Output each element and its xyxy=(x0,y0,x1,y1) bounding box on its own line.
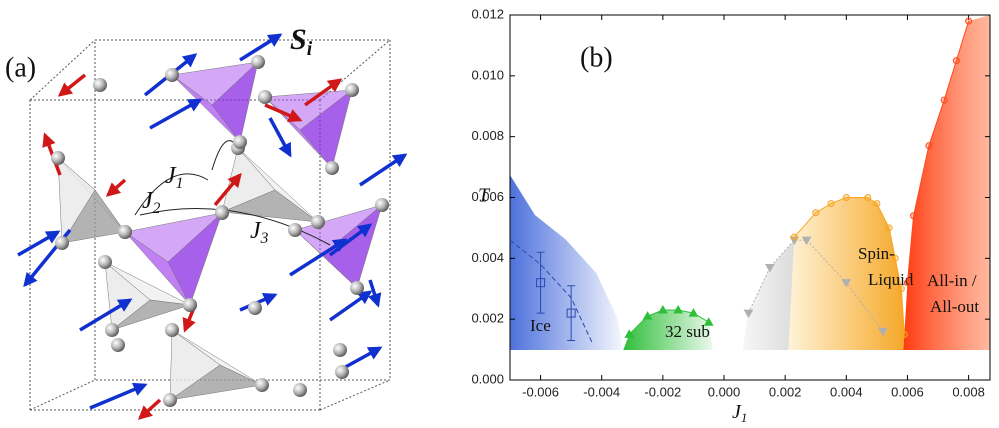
x-axis-label-subscript: 1 xyxy=(741,410,748,425)
spin-arrow xyxy=(270,118,290,155)
data-point xyxy=(843,195,849,201)
spin-site xyxy=(98,255,112,269)
spin-label-subscript: i xyxy=(307,39,313,60)
data-point xyxy=(966,18,972,24)
phase-label: All-in / xyxy=(927,271,977,290)
spin-site xyxy=(55,236,69,250)
data-point xyxy=(886,225,892,231)
y-tick-label: 0.012 xyxy=(471,6,504,21)
spin-label-symbol: S xyxy=(290,23,307,56)
cube-edge xyxy=(30,380,95,410)
coupling-label: J3 xyxy=(250,218,269,247)
coupling-label-subscript: 3 xyxy=(260,230,269,247)
data-point xyxy=(791,234,797,240)
figure: (a)SiJ1J2J3 -0.006-0.004-0.0020.0000.002… xyxy=(0,0,999,428)
spin-arrow xyxy=(90,385,145,408)
spin-site xyxy=(215,206,229,220)
spin-site xyxy=(183,298,197,312)
phase-region xyxy=(510,175,623,350)
phase-diagram: -0.006 -0.004 -0.002 0.000 0.002 0.004 0.006 0.… xyxy=(471,6,990,425)
spin-site xyxy=(248,301,262,315)
spin-site xyxy=(333,343,347,357)
phase-label: Ice xyxy=(530,316,551,335)
data-point xyxy=(874,201,880,207)
spin-site xyxy=(93,78,107,92)
x-axis-label: J1 xyxy=(732,401,747,425)
data-point xyxy=(813,210,819,216)
phase-label: Spin- xyxy=(858,244,895,263)
spin-site xyxy=(51,151,65,165)
x-tick-label: 0.004 xyxy=(830,384,863,399)
spin-site xyxy=(165,323,179,337)
spin-site xyxy=(293,383,307,397)
spin-arrow xyxy=(370,280,378,305)
data-point xyxy=(941,97,947,103)
y-tick-label: 0.004 xyxy=(471,250,504,265)
data-point xyxy=(926,143,932,149)
coupling-label: J1 xyxy=(165,163,183,192)
spin-label: Si xyxy=(290,23,313,61)
spin-arrow xyxy=(150,100,200,128)
data-point xyxy=(865,195,871,201)
y-tick-label: 0.010 xyxy=(471,67,504,82)
coupling-label: J2 xyxy=(142,188,161,217)
x-tick-label: -0.004 xyxy=(583,384,620,399)
spin-site xyxy=(233,135,247,149)
cube-edge xyxy=(320,380,390,410)
data-point xyxy=(828,201,834,207)
panel-label: (b) xyxy=(580,42,613,73)
x-tick-label: 0.000 xyxy=(708,384,741,399)
coupling-label-subscript: 1 xyxy=(176,175,184,192)
spin-site xyxy=(345,83,359,97)
y-tick-label: 0.008 xyxy=(471,128,504,143)
spin-site xyxy=(325,161,339,175)
spin-site xyxy=(335,365,349,379)
data-point xyxy=(911,213,917,219)
spin-site xyxy=(375,198,389,212)
y-axis-label: T xyxy=(478,185,491,207)
spin-site xyxy=(118,225,132,239)
spin-site xyxy=(251,55,265,69)
y-tick-label: 0.002 xyxy=(471,311,504,326)
coupling-label-subscript: 2 xyxy=(153,200,161,217)
data-point xyxy=(904,280,910,286)
spin-site xyxy=(258,90,272,104)
y-tick-label: 0.000 xyxy=(471,371,504,386)
floor-band xyxy=(510,350,990,380)
x-tick-label: 0.002 xyxy=(769,384,802,399)
spin-site xyxy=(350,281,364,295)
phase-label: 32 sub xyxy=(665,322,710,341)
spin-site xyxy=(255,378,269,392)
phase-label: All-out xyxy=(930,297,979,316)
x-tick-label: 0.006 xyxy=(891,384,924,399)
spin-site xyxy=(288,223,302,237)
page: (a)SiJ1J2J3 -0.006-0.004-0.0020.0000.002… xyxy=(0,0,999,428)
spin-arrow xyxy=(108,180,125,195)
spin-site xyxy=(163,393,177,407)
spin-site xyxy=(165,68,179,82)
panel-label: (a) xyxy=(5,52,36,83)
x-tick-label: -0.006 xyxy=(522,384,559,399)
spin-site xyxy=(311,215,325,229)
spin-arrow xyxy=(140,400,160,418)
spin-arrow xyxy=(330,292,370,320)
spin-arrow xyxy=(360,155,405,185)
x-tick-label: 0.008 xyxy=(952,384,985,399)
spin-arrow xyxy=(60,75,85,95)
data-point xyxy=(953,58,959,64)
spin-site xyxy=(111,338,125,352)
spin-site xyxy=(105,323,119,337)
x-tick-label: -0.002 xyxy=(644,384,681,399)
data-point xyxy=(901,331,907,337)
